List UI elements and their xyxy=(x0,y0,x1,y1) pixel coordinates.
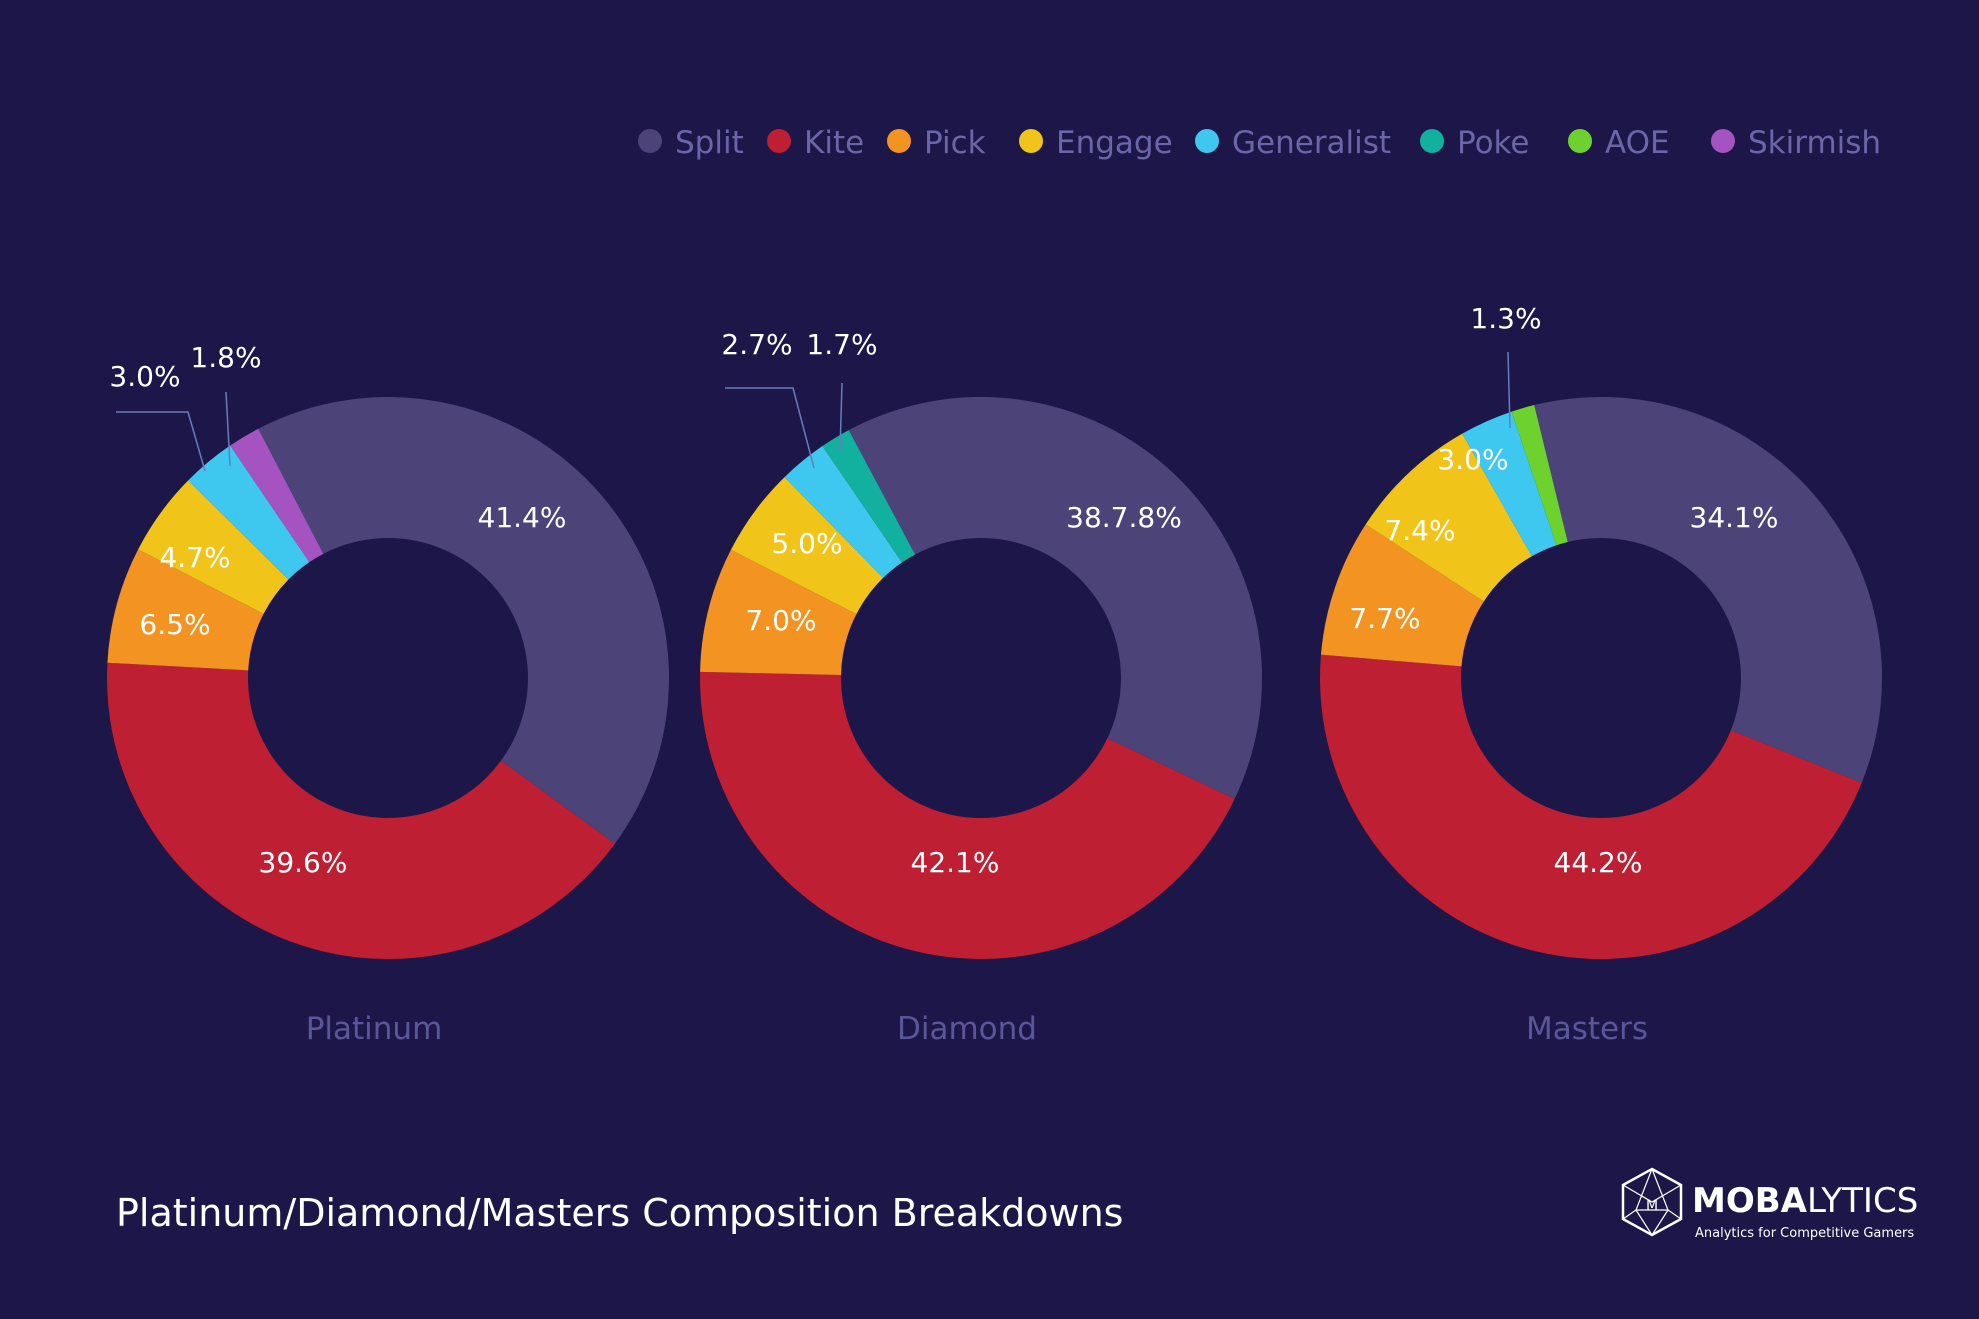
data-label-diamond-kite: 42.1% xyxy=(911,846,1000,879)
slice-diamond-poke[interactable] xyxy=(822,430,916,563)
mobalytics-logo: M xyxy=(1621,1167,1683,1237)
data-label-diamond-engage: 5.0% xyxy=(771,527,842,560)
brand-name: MOBALYTICS xyxy=(1692,1181,1918,1221)
data-label-platinum-kite: 39.6% xyxy=(259,846,348,879)
legend-swatch-skirmish xyxy=(1711,129,1735,153)
legend-label-pick: Pick xyxy=(924,125,986,161)
chart-title-masters: Masters xyxy=(1526,1011,1648,1047)
slice-masters-generalist[interactable] xyxy=(1462,411,1557,557)
slice-diamond-engage[interactable] xyxy=(730,477,884,615)
data-label-platinum-split: 41.4% xyxy=(478,501,567,534)
brand-tagline: Analytics for Competitive Gamers xyxy=(1695,1226,1914,1241)
slice-platinum-split[interactable] xyxy=(258,397,669,844)
data-label-masters-aoe: 1.3% xyxy=(1470,302,1541,335)
legend-item-generalist[interactable]: Generalist xyxy=(1195,125,1391,161)
legend-item-split[interactable]: Split xyxy=(638,125,744,161)
legend-label-split: Split xyxy=(675,125,744,161)
legend-swatch-pick xyxy=(887,129,911,153)
chart-footer-title: Platinum/Diamond/Masters Composition Bre… xyxy=(116,1191,1123,1235)
data-label-diamond-split: 38.7.8% xyxy=(1066,501,1182,534)
legend-item-pick[interactable]: Pick xyxy=(887,125,986,161)
leader-line-platinum-generalist xyxy=(116,411,206,472)
legend-label-kite: Kite xyxy=(804,125,864,161)
slice-masters-engage[interactable] xyxy=(1365,433,1532,602)
legend-item-poke[interactable]: Poke xyxy=(1420,125,1529,161)
data-label-masters-generalist: 3.0% xyxy=(1437,443,1508,476)
legend-swatch-poke xyxy=(1420,129,1444,153)
slice-masters-kite[interactable] xyxy=(1320,654,1862,960)
leader-line-platinum-skirmish xyxy=(225,391,231,467)
leader-line-masters-aoe xyxy=(1507,351,1511,429)
donut-diamond: 38.7.8% 42.1% 7.0% 5.0% 2.7% 1.7% Diamond xyxy=(700,328,1262,1047)
data-label-diamond-generalist: 2.7% xyxy=(721,328,792,361)
data-label-masters-kite: 44.2% xyxy=(1554,846,1643,879)
data-label-platinum-generalist: 3.0% xyxy=(109,360,180,393)
logo-letter: M xyxy=(1646,1198,1658,1214)
legend-label-skirmish: Skirmish xyxy=(1748,125,1881,161)
slice-platinum-engage[interactable] xyxy=(138,480,289,614)
legend-item-kite[interactable]: Kite xyxy=(767,125,864,161)
donut-charts: 41.4% 39.6% 6.5% 4.7% 3.0% 1.8% Platinum 38.7.8… xyxy=(107,302,1882,1047)
legend-swatch-aoe xyxy=(1568,129,1592,153)
slice-platinum-kite[interactable] xyxy=(107,662,615,959)
data-label-diamond-pick: 7.0% xyxy=(745,604,816,637)
data-label-masters-pick: 7.7% xyxy=(1349,602,1420,635)
slice-platinum-skirmish[interactable] xyxy=(230,428,324,563)
legend-swatch-generalist xyxy=(1195,129,1219,153)
data-label-masters-split: 34.1% xyxy=(1690,501,1779,534)
data-label-platinum-pick: 6.5% xyxy=(139,608,210,641)
brand-name-light: LYTICS xyxy=(1807,1181,1918,1221)
legend-swatch-engage xyxy=(1019,129,1043,153)
data-label-diamond-poke: 1.7% xyxy=(806,328,877,361)
slice-diamond-kite[interactable] xyxy=(700,671,1235,959)
donut-platinum: 41.4% 39.6% 6.5% 4.7% 3.0% 1.8% Platinum xyxy=(107,341,669,1047)
legend-label-engage: Engage xyxy=(1056,125,1173,161)
slice-diamond-generalist[interactable] xyxy=(784,446,902,578)
brand-name-bold: MOBA xyxy=(1692,1181,1808,1221)
slice-platinum-pick[interactable] xyxy=(107,549,264,671)
legend-swatch-split xyxy=(638,129,662,153)
chart-title-platinum: Platinum xyxy=(306,1011,443,1047)
slice-diamond-pick[interactable] xyxy=(700,549,857,675)
slice-masters-pick[interactable] xyxy=(1320,524,1484,667)
legend-item-skirmish[interactable]: Skirmish xyxy=(1711,125,1881,161)
leader-line-diamond-generalist xyxy=(725,387,815,469)
slice-masters-aoe[interactable] xyxy=(1511,405,1568,546)
legend: Split Kite Pick Engage Generalist Poke AOE Skir… xyxy=(638,125,1881,161)
legend-label-generalist: Generalist xyxy=(1232,125,1391,161)
leader-line-diamond-poke xyxy=(839,382,843,453)
legend-item-aoe[interactable]: AOE xyxy=(1568,125,1670,161)
legend-label-aoe: AOE xyxy=(1605,125,1670,161)
legend-item-engage[interactable]: Engage xyxy=(1019,125,1173,161)
slice-platinum-generalist[interactable] xyxy=(188,445,310,580)
data-label-platinum-skirmish: 1.8% xyxy=(190,341,261,374)
legend-swatch-kite xyxy=(767,129,791,153)
slice-masters-split[interactable] xyxy=(1534,397,1882,783)
legend-label-poke: Poke xyxy=(1457,125,1529,161)
chart-title-diamond: Diamond xyxy=(897,1011,1037,1047)
data-label-platinum-engage: 4.7% xyxy=(159,541,230,574)
donut-masters: 34.1% 44.2% 7.7% 7.4% 3.0% 1.3% Masters xyxy=(1320,302,1882,1047)
data-label-masters-engage: 7.4% xyxy=(1384,514,1455,547)
slice-diamond-split[interactable] xyxy=(848,397,1262,799)
